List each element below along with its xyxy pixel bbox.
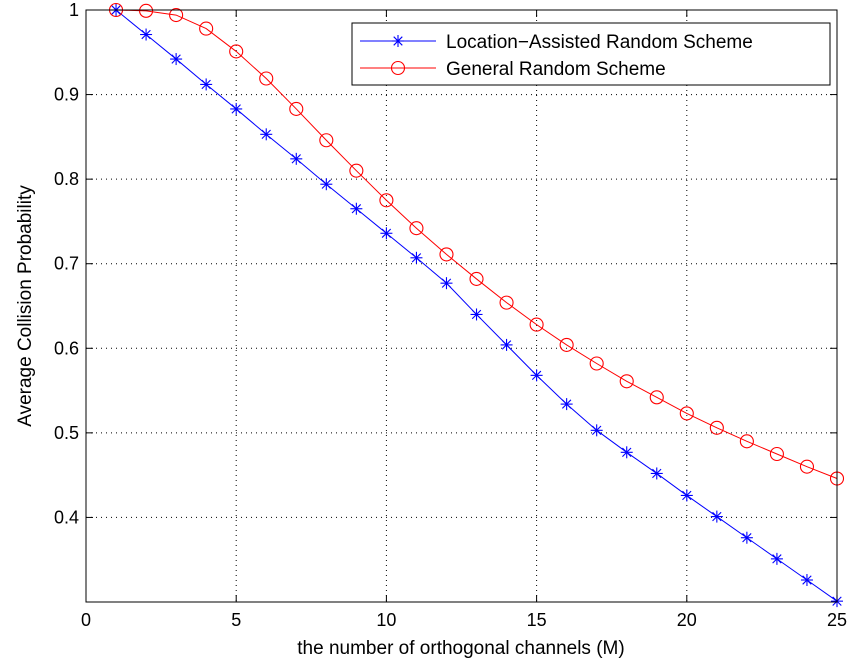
data-point — [380, 227, 393, 240]
data-point — [649, 390, 664, 405]
x-axis-label: the number of orthogonal channels (M) — [297, 638, 624, 659]
legend: Location−Assisted Random Scheme General R… — [351, 22, 831, 86]
data-point — [469, 271, 484, 286]
data-point — [470, 308, 483, 321]
series-1 — [110, 4, 843, 608]
legend-marker — [392, 35, 404, 47]
x-tick-labels: 0 5 10 15 20 25 — [81, 610, 847, 630]
data-point — [140, 28, 153, 41]
series-line — [116, 9, 838, 479]
x-tick-label: 0 — [81, 610, 91, 630]
data-point — [740, 531, 753, 544]
data-point — [800, 574, 813, 587]
data-point — [620, 446, 633, 459]
y-tick-label: 0.7 — [54, 254, 79, 274]
y-axis-label: Average Collision Probability — [15, 185, 36, 427]
grid-lines — [86, 10, 837, 602]
x-tick-label: 15 — [527, 610, 547, 630]
y-tick-label: 1 — [69, 0, 79, 20]
legend-marker — [390, 60, 406, 76]
data-point — [590, 424, 603, 437]
x-tick-label: 5 — [231, 610, 241, 630]
y-tick-label: 0.4 — [54, 507, 79, 527]
data-point — [710, 510, 723, 523]
data-point — [379, 193, 394, 208]
series-group — [108, 2, 845, 608]
data-point — [500, 338, 513, 351]
data-point — [529, 317, 544, 332]
data-point — [769, 446, 784, 462]
data-point — [169, 8, 184, 23]
data-point — [650, 467, 663, 480]
data-point — [289, 101, 304, 116]
y-tick-label: 0.8 — [54, 169, 79, 189]
y-tick-label: 0.6 — [54, 338, 79, 358]
data-point — [680, 489, 693, 502]
data-point — [260, 128, 273, 141]
data-point — [739, 434, 754, 449]
data-point — [619, 374, 634, 389]
data-point — [410, 251, 423, 264]
data-point — [349, 163, 364, 178]
data-point — [259, 71, 274, 86]
data-point — [589, 356, 604, 371]
data-point — [770, 552, 783, 565]
x-tick-label: 10 — [376, 610, 396, 630]
data-point — [499, 295, 514, 310]
x-tick-label: 25 — [827, 610, 847, 630]
x-tick-label: 20 — [677, 610, 697, 630]
data-point — [320, 178, 333, 191]
data-point — [290, 152, 303, 165]
legend-box — [351, 22, 831, 86]
y-tick-label: 0.5 — [54, 423, 79, 443]
data-point — [170, 53, 183, 66]
data-point — [409, 221, 424, 236]
data-point — [139, 3, 154, 18]
data-point — [200, 78, 213, 91]
y-tick-label: 0.9 — [54, 85, 79, 105]
data-point — [199, 21, 214, 36]
plot-frame — [85, 9, 838, 603]
data-point — [230, 102, 243, 115]
legend-label: General Random Scheme — [446, 59, 666, 80]
legend-entry: General Random Scheme — [360, 59, 666, 80]
data-point — [319, 133, 334, 148]
data-point — [530, 369, 543, 382]
data-point — [350, 202, 363, 215]
data-point — [229, 44, 244, 59]
y-tick-labels: 0.4 0.5 0.6 0.7 0.8 0.9 1 — [54, 0, 79, 527]
data-point — [799, 459, 815, 474]
plot-area — [86, 10, 837, 602]
data-point — [679, 406, 694, 421]
data-point — [439, 247, 454, 262]
data-point — [559, 337, 574, 352]
data-point — [709, 420, 724, 435]
data-point — [440, 277, 453, 290]
legend-entry: Location−Assisted Random Scheme — [360, 32, 753, 53]
data-point — [560, 398, 573, 411]
legend-label: Location−Assisted Random Scheme — [446, 32, 753, 53]
